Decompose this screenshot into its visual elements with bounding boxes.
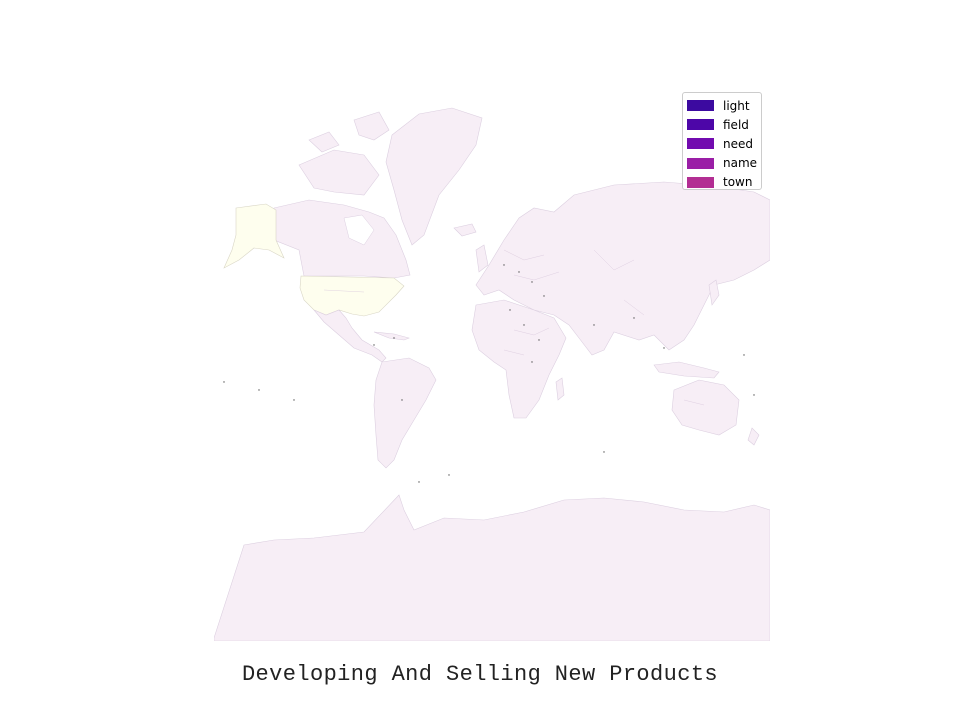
legend-label: need [723, 136, 753, 151]
legend-item: need [687, 134, 761, 153]
legend-swatch [687, 176, 714, 188]
legend-label: name [723, 156, 758, 171]
region-iceland [453, 223, 477, 237]
region-mexico-central-america [313, 309, 387, 363]
region-indonesia [653, 361, 720, 379]
region-madagascar [555, 377, 565, 401]
legend-label: town [723, 175, 753, 190]
region-alaska [223, 203, 285, 269]
region-greenland [385, 107, 483, 246]
region-antarctica [214, 494, 770, 641]
legend-item: light [687, 96, 761, 115]
map-title: Developing And Selling New Products [241, 662, 719, 687]
legend-item: field [687, 115, 761, 134]
legend-swatch [687, 138, 714, 150]
region-canada [273, 199, 411, 279]
legend-swatch [687, 157, 714, 169]
region-uk [475, 244, 489, 273]
region-south-america [373, 357, 437, 469]
region-africa [471, 299, 567, 419]
legend-label: light [723, 98, 750, 113]
legend-item: town [687, 173, 761, 192]
place-label-markers [223, 264, 755, 483]
region-japan [708, 279, 720, 306]
legend-item: name [687, 154, 761, 173]
region-new-zealand [747, 427, 760, 446]
map-canvas [214, 107, 770, 641]
region-caribbean [373, 331, 410, 341]
region-australia [671, 379, 740, 436]
region-united-states [299, 275, 405, 317]
map-legend: light field need name town [682, 92, 762, 190]
region-arctic-islands [298, 111, 390, 196]
world-map [214, 100, 770, 641]
region-eurasia [475, 181, 770, 356]
legend-label: field [723, 117, 749, 132]
legend-swatch [687, 100, 714, 112]
legend-swatch [687, 119, 714, 131]
